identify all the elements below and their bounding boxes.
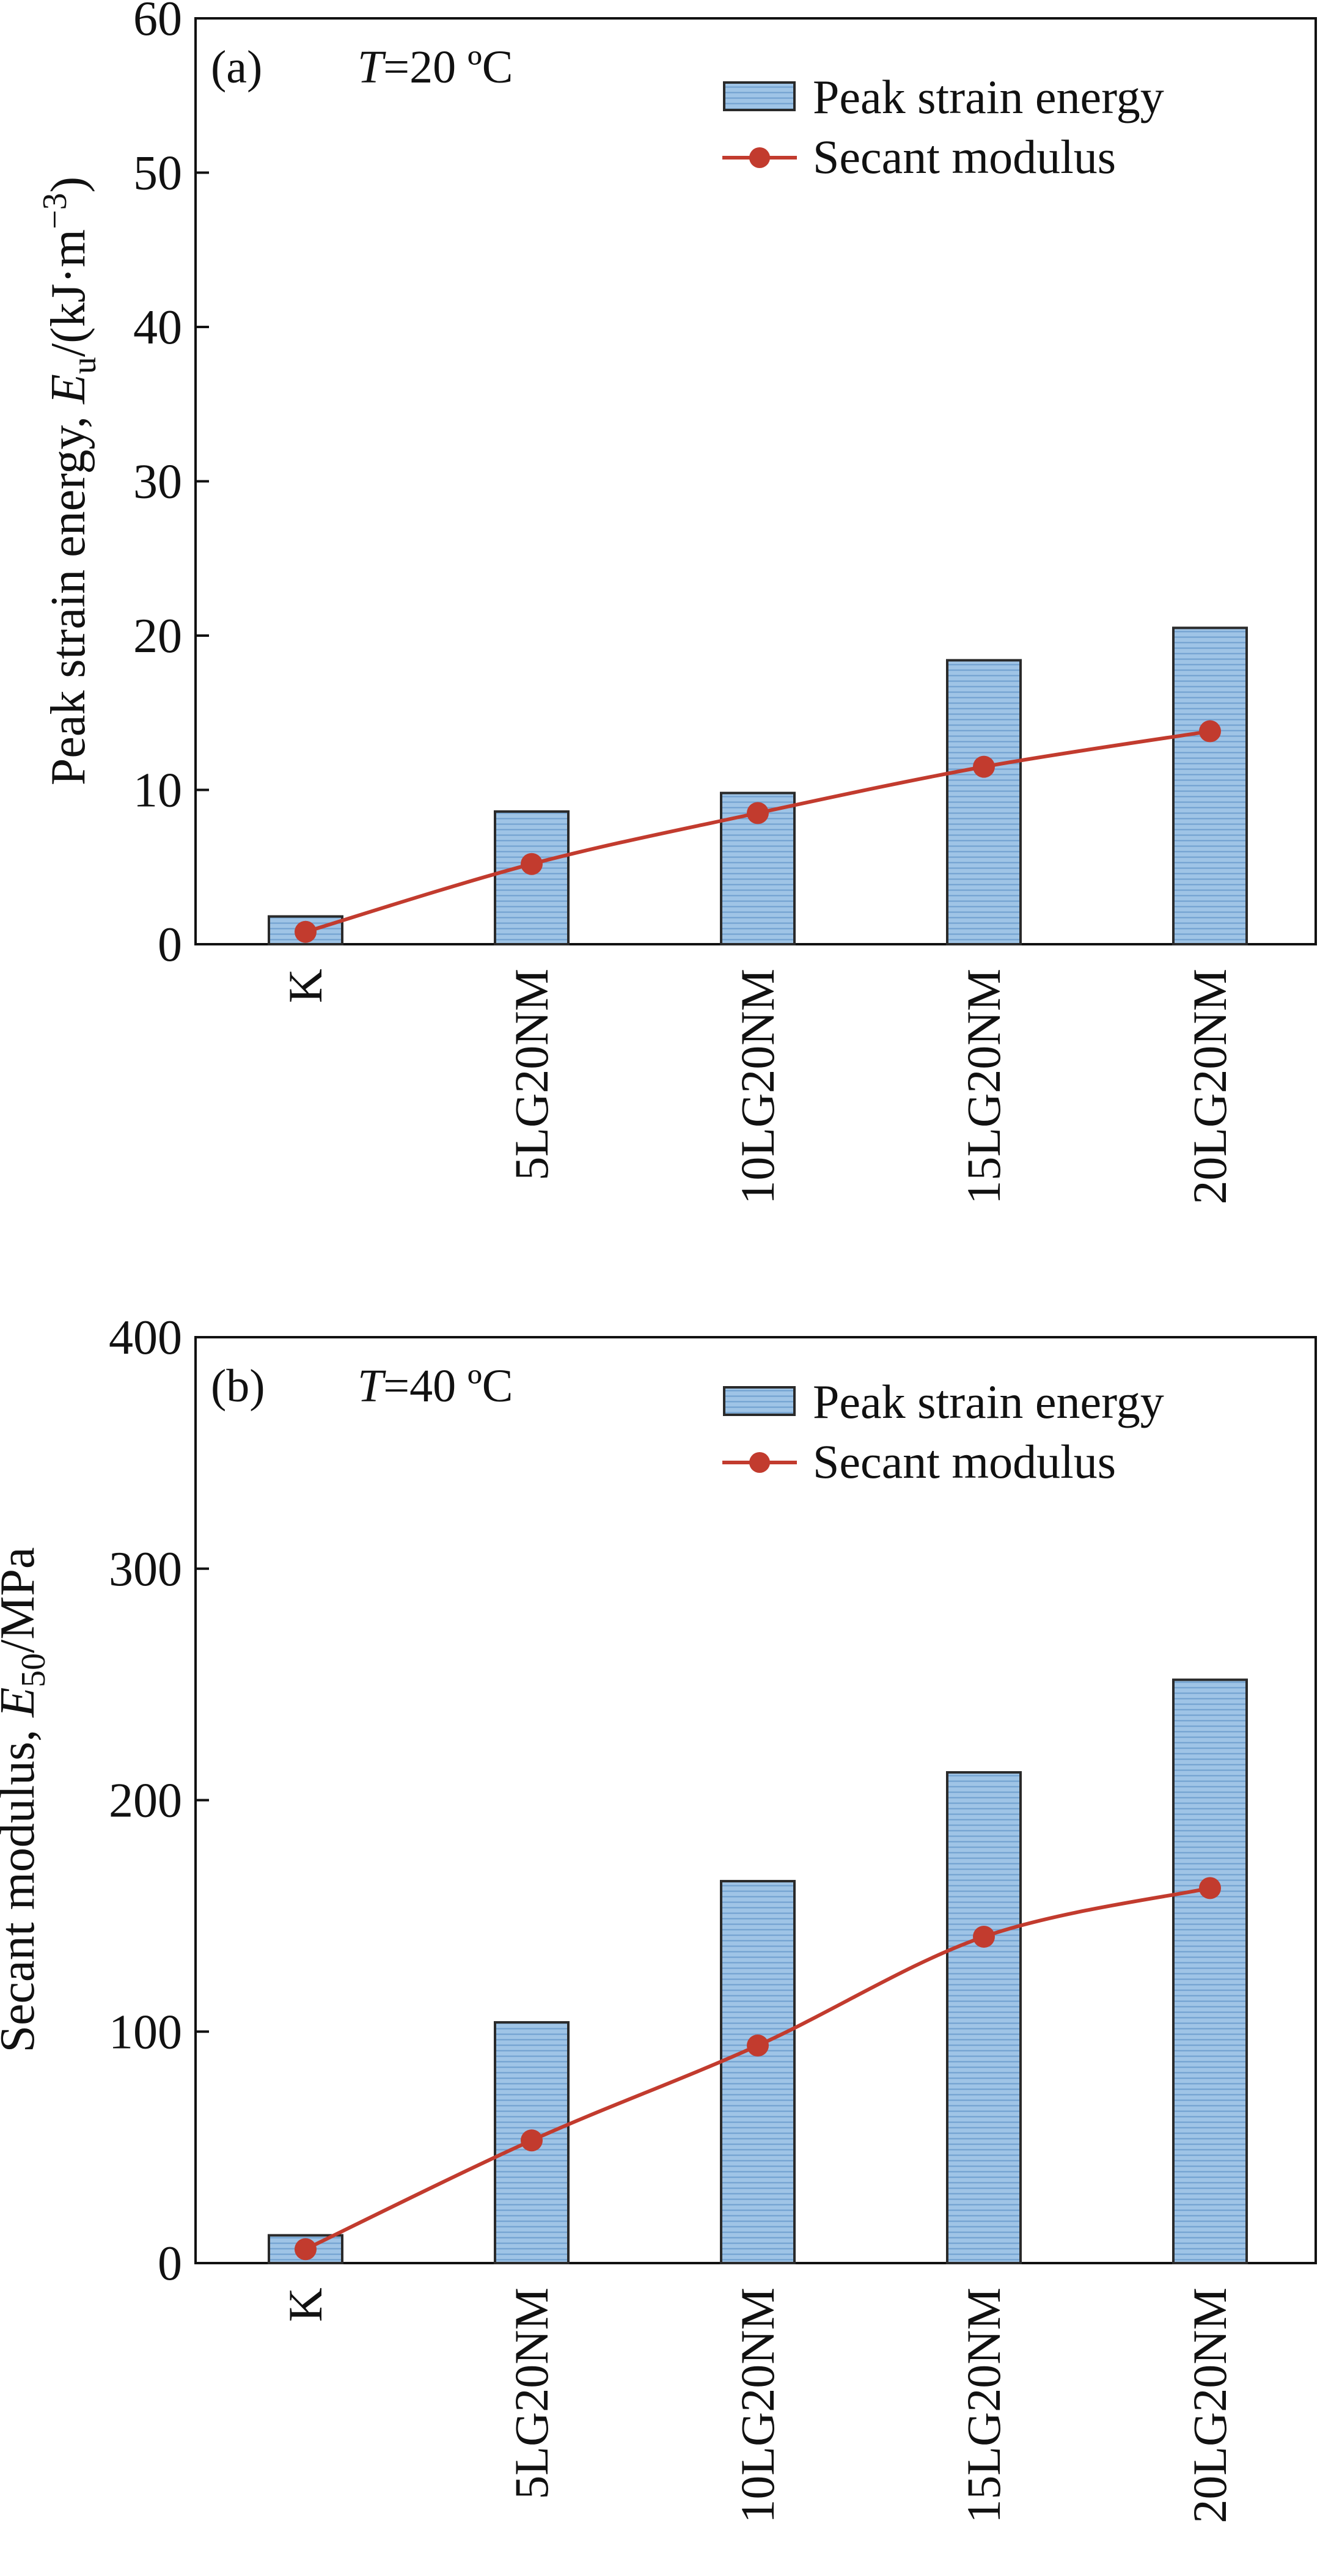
panel-a-legend-line-label: Secant modulus xyxy=(813,130,1116,183)
panel-b-y-ticks: 0 100 200 300 400 xyxy=(109,1311,1211,2291)
panel-b-legend-marker xyxy=(749,1452,770,1473)
panel-a-category-labels: K 5LG20NM 10LG20NM 15LG20NM 20LG20NM xyxy=(279,969,1236,1205)
panel-a-category-20lg20nm: 20LG20NM xyxy=(1183,969,1236,1205)
panel-a-bar-15lg20nm xyxy=(946,659,1022,946)
panel-a-y-tick-label: 20 xyxy=(133,609,182,663)
panel-b-bar-10lg20nm xyxy=(720,1880,796,2264)
panel-a-secant-point-20lg20nm xyxy=(1199,720,1221,743)
panel-a-legend-marker xyxy=(749,147,770,168)
panel-a-legend: Peak strain energy Secant modulus xyxy=(722,70,1164,183)
panel-a-bars xyxy=(268,626,1248,946)
panel-a-category-10lg20nm: 10LG20NM xyxy=(731,969,784,1205)
panel-a-secant-point-10lg20nm xyxy=(747,802,769,824)
panel-b-category-k: K xyxy=(279,2288,332,2322)
panel-b-category-20lg20nm: 20LG20NM xyxy=(1183,2288,1236,2523)
panel-a-secant-point-15lg20nm xyxy=(973,755,995,778)
panel-a-secant-point-5lg20nm xyxy=(521,853,543,875)
panel-b-category-5lg20nm: 5LG20NM xyxy=(505,2288,558,2500)
panel-a-condition: T=20 ºC xyxy=(358,42,513,93)
panel-b-category-15lg20nm: 15LG20NM xyxy=(957,2288,1010,2523)
panel-b-y-axis-title: Secant modulus, E50/MPa xyxy=(0,1547,53,2052)
panel-b-y-tick-label: 100 xyxy=(109,2005,182,2059)
panel-a-y-tick-label: 40 xyxy=(133,301,182,354)
panel-b-legend-bar-label: Peak strain energy xyxy=(813,1375,1164,1428)
panel-a-y-axis-title: Peak strain energy, Eu/(kJ·m−3) xyxy=(36,177,103,785)
panel-a-y-tick-label: 50 xyxy=(133,147,182,200)
panel-b-label: (b) xyxy=(211,1360,265,1412)
panel-b-secant-line xyxy=(295,1877,1221,2261)
panel-a-bar-20lg20nm xyxy=(1172,626,1248,945)
panel-b-legend-line-label: Secant modulus xyxy=(813,1435,1116,1488)
panel-a-bar-5lg20nm xyxy=(494,810,570,945)
panel-a-y-ticks: 0 10 20 30 40 50 60 xyxy=(133,0,1211,972)
panel-b-bar-20lg20nm xyxy=(1172,1678,1248,2265)
panel-a-y-tick-label: 60 xyxy=(133,0,182,46)
panel-b-legend: Peak strain energy Secant modulus xyxy=(722,1375,1164,1488)
panel-a-category-5lg20nm: 5LG20NM xyxy=(505,969,558,1181)
panel-a-y-tick-label: 10 xyxy=(133,764,182,818)
panel-b-bars xyxy=(268,1678,1248,2265)
panel-b-y-tick-label: 300 xyxy=(109,1543,182,1596)
panel-a-secant-line xyxy=(295,720,1221,943)
panel-a-y-tick-label: 30 xyxy=(133,455,182,509)
panel-a-legend-bar-swatch xyxy=(723,81,796,111)
panel-b-category-10lg20nm: 10LG20NM xyxy=(731,2288,784,2523)
panel-b-bar-15lg20nm xyxy=(946,1771,1022,2265)
panel-b-y-tick-label: 0 xyxy=(158,2237,182,2291)
panel-b-legend-bar-swatch xyxy=(723,1386,796,1416)
panel-a-category-15lg20nm: 15LG20NM xyxy=(957,969,1010,1205)
panel-b-secant-point-k xyxy=(295,2238,317,2261)
panel-b-y-tick-label: 200 xyxy=(109,1774,182,1828)
panel-b-condition: T=40 ºC xyxy=(358,1360,513,1412)
panel-a-category-k: K xyxy=(279,969,332,1003)
panel-b-category-labels: K 5LG20NM 10LG20NM 15LG20NM 20LG20NM xyxy=(279,2288,1236,2523)
panel-b-secant-point-15lg20nm xyxy=(973,1925,995,1948)
panel-b-chart: 0 100 200 300 400 K 5LG20NM 10LG20NM 15LG20NM 20… xyxy=(0,1311,1317,2523)
panel-a-legend-bar-label: Peak strain energy xyxy=(813,70,1164,123)
panel-a-y-tick-label: 0 xyxy=(158,918,182,972)
panel-a-label: (a) xyxy=(211,42,262,93)
panel-b-secant-point-5lg20nm xyxy=(521,2129,543,2152)
panel-b-secant-point-10lg20nm xyxy=(747,2034,769,2057)
panel-a-chart: 0 10 20 30 40 50 60 K 5LG20NM 10LG20NM 15LG20NM 20… xyxy=(36,0,1317,1205)
panel-b-secant-point-20lg20nm xyxy=(1199,1877,1221,1899)
panel-a-secant-point-k xyxy=(295,920,317,943)
panel-b-y-tick-label: 400 xyxy=(109,1311,182,1365)
